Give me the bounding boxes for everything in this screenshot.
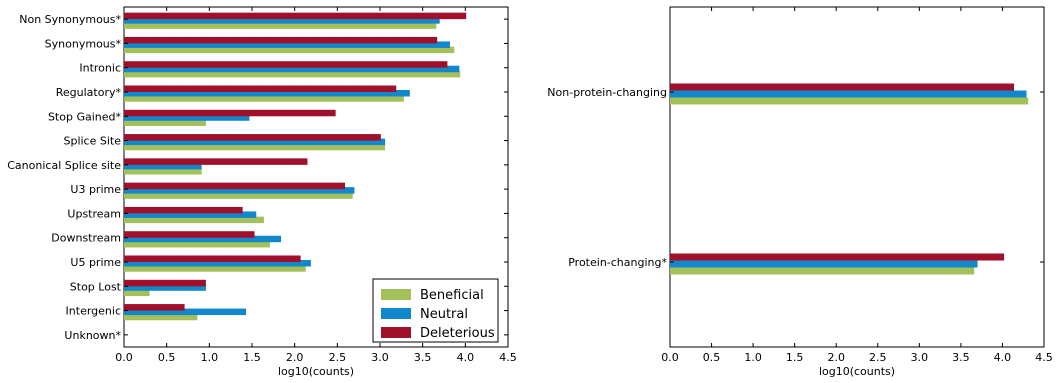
left-chart: Non Synonymous* Synonymous* Intronic Regula… <box>7 6 517 378</box>
bar-u5-prime-neutral <box>124 260 311 267</box>
x-tick-label: 4.5 <box>499 351 517 364</box>
bar-u3-prime-deleterious <box>124 182 346 190</box>
bar-regulatory-deleterious <box>124 85 397 92</box>
bar-u3-prime-neutral <box>124 187 355 194</box>
bar-intronic-beneficial <box>124 70 461 78</box>
bar-non-synonymous-deleterious <box>124 12 467 20</box>
bar-canonical-splice-site-beneficial <box>124 168 202 175</box>
legend-swatch-beneficial <box>381 289 411 300</box>
bar-synonymous-deleterious <box>124 36 438 44</box>
bar-u3-prime-beneficial <box>124 192 353 199</box>
y-tick-label: Unknown* <box>64 329 121 342</box>
bar-splice-site-deleterious <box>124 134 381 141</box>
bar-u5-prime-deleterious <box>124 255 301 262</box>
x-tick-label: 1.5 <box>243 351 261 364</box>
x-tick-label: 0.0 <box>661 351 679 364</box>
legend-swatch-deleterious <box>381 327 411 338</box>
y-tick-label: Non Synonymous* <box>19 13 121 26</box>
bar-downstream-deleterious <box>124 231 255 238</box>
bar-non-synonymous-beneficial <box>124 22 437 29</box>
bar-synonymous-neutral <box>124 41 450 48</box>
bar-stop-lost-beneficial <box>124 289 150 296</box>
bar-intergenic-neutral <box>124 308 247 316</box>
y-tick-label: U5 prime <box>70 256 121 269</box>
y-tick-label: Upstream <box>67 207 121 220</box>
x-axis-label: log10(counts) <box>278 365 354 378</box>
bar-protein-changing-deleterious <box>670 253 1005 261</box>
x-tick-label: 0.5 <box>703 351 721 364</box>
x-tick-label: 1.5 <box>786 351 804 364</box>
x-tick-label: 4.0 <box>994 351 1012 364</box>
bar-upstream-deleterious <box>124 206 243 214</box>
bar-canonical-splice-site-neutral <box>124 162 202 170</box>
y-tick-label: Downstream <box>51 232 121 245</box>
legend: Beneficial Neutral Deleterious <box>372 278 499 343</box>
bar-non-protein-changing-beneficial <box>670 97 1029 105</box>
bar-intronic-neutral <box>124 65 460 73</box>
legend-label-neutral: Neutral <box>420 307 468 322</box>
x-tick-label: 3.0 <box>371 351 389 364</box>
legend-label-deleterious: Deleterious <box>420 326 495 341</box>
bar-non-synonymous-neutral <box>124 17 440 24</box>
x-tick-label: 4.0 <box>457 351 475 364</box>
x-tick-label: 0.0 <box>115 351 133 364</box>
y-tick-label: Non-protein-changing <box>547 86 667 99</box>
bar-upstream-beneficial <box>124 216 264 224</box>
x-tick-label: 4.5 <box>1035 351 1053 364</box>
x-tick-label: 1.0 <box>744 351 762 364</box>
y-tick-label: Intergenic <box>66 305 121 318</box>
x-tick-label: 3.0 <box>911 351 929 364</box>
x-tick-label: 2.5 <box>329 351 347 364</box>
bar-protein-changing-beneficial <box>670 267 975 275</box>
bar-stop-lost-neutral <box>124 284 206 291</box>
x-tick-label: 3.5 <box>952 351 970 364</box>
y-tick-label: Intronic <box>79 62 121 75</box>
y-tick-label: U3 prime <box>70 183 121 196</box>
bar-non-protein-changing-neutral <box>670 90 1027 98</box>
y-tick-label: Stop Lost <box>70 280 122 293</box>
plot-frame <box>123 6 509 348</box>
x-tick-label: 2.0 <box>827 351 845 364</box>
bar-downstream-neutral <box>124 235 282 243</box>
bar-intergenic-deleterious <box>124 304 185 311</box>
bar-upstream-neutral <box>124 211 257 218</box>
legend-label-beneficial: Beneficial <box>420 288 484 303</box>
bar-canonical-splice-site-deleterious <box>124 158 308 165</box>
x-tick-label: 2.0 <box>286 351 304 364</box>
bar-protein-changing-neutral <box>670 260 978 268</box>
y-tick-label: Stop Gained* <box>48 110 122 123</box>
y-tick-label: Regulatory* <box>56 86 122 99</box>
y-tick-label: Splice Site <box>63 135 121 148</box>
bar-non-protein-changing-deleterious <box>670 83 1015 91</box>
bar-u5-prime-beneficial <box>124 265 306 272</box>
x-tick-label: 1.0 <box>201 351 219 364</box>
y-tick-label: Canonical Splice site <box>7 159 121 172</box>
x-tick-label: 2.5 <box>869 351 887 364</box>
plot-frame <box>669 6 1045 348</box>
bar-splice-site-beneficial <box>124 143 386 151</box>
bar-stop-gained-deleterious <box>124 109 336 117</box>
bar-stop-gained-beneficial <box>124 119 206 126</box>
bar-stop-gained-neutral <box>124 114 250 121</box>
bar-regulatory-beneficial <box>124 95 404 102</box>
x-tick-label: 0.5 <box>158 351 176 364</box>
x-tick-label: 3.5 <box>414 351 432 364</box>
bar-intergenic-beneficial <box>124 313 198 321</box>
right-chart: Non-protein-changing Protein-changing* 0.0… <box>547 6 1053 378</box>
bar-regulatory-neutral <box>124 90 410 97</box>
y-tick-label: Synonymous* <box>45 37 122 50</box>
bar-downstream-beneficial <box>124 240 270 248</box>
bar-stop-lost-deleterious <box>124 279 206 287</box>
legend-swatch-neutral <box>381 308 411 319</box>
y-tick-label: Protein-changing* <box>568 256 667 269</box>
x-axis-label: log10(counts) <box>819 365 895 378</box>
bar-splice-site-neutral <box>124 138 386 146</box>
bar-synonymous-beneficial <box>124 46 455 54</box>
bar-intronic-deleterious <box>124 61 448 68</box>
